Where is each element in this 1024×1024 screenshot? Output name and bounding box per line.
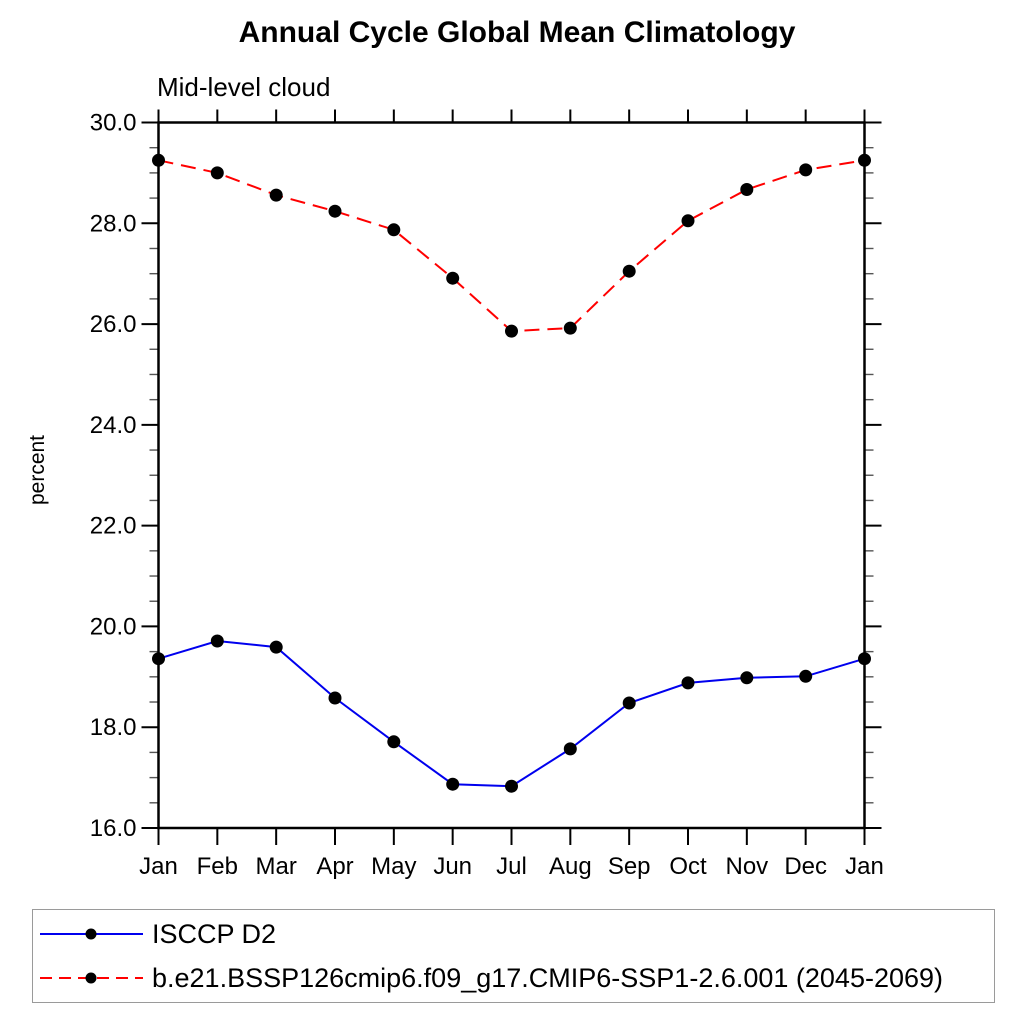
x-tick-label: Jul xyxy=(496,853,527,880)
data-point xyxy=(505,324,518,338)
legend-marker-icon xyxy=(85,928,97,940)
data-point xyxy=(799,669,813,683)
data-point xyxy=(152,652,165,666)
y-tick-label: 16.0 xyxy=(90,815,137,842)
data-point xyxy=(799,163,813,177)
plot-border xyxy=(157,121,866,830)
x-tick-label: Aug xyxy=(549,853,592,880)
y-tick-label: 26.0 xyxy=(90,311,137,338)
x-tick-label: Dec xyxy=(784,853,827,880)
legend-line-sample-dashed xyxy=(40,972,143,984)
data-point xyxy=(446,777,460,791)
y-tick-label: 24.0 xyxy=(90,412,137,439)
x-tick-label: Oct xyxy=(669,853,707,880)
x-tick-label: Sep xyxy=(608,853,651,880)
data-point xyxy=(858,153,871,167)
legend-marker-icon xyxy=(85,972,97,984)
y-tick-label: 20.0 xyxy=(90,613,137,640)
y-tick-label: 28.0 xyxy=(90,210,137,237)
x-tick-label: Nov xyxy=(725,853,768,880)
x-tick-label: Feb xyxy=(197,853,238,880)
data-point xyxy=(858,652,871,666)
x-tick-label: Apr xyxy=(316,853,353,880)
legend-label: ISCCP D2 xyxy=(152,918,277,949)
data-point xyxy=(269,640,283,654)
x-tick-label: Jan xyxy=(139,853,178,880)
data-point xyxy=(152,153,165,167)
data-point xyxy=(328,204,342,218)
legend-label: b.e21.BSSP126cmip6.f09_g17.CMIP6-SSP1-2.… xyxy=(152,962,944,993)
series-line-1 xyxy=(158,159,865,333)
data-point xyxy=(210,166,224,180)
y-axis-title: percent xyxy=(26,434,49,506)
data-point xyxy=(681,676,695,690)
data-point xyxy=(505,779,518,793)
data-point xyxy=(210,634,224,648)
data-point xyxy=(387,735,401,749)
data-point xyxy=(622,264,636,278)
series-line-0 xyxy=(158,639,865,788)
legend-item-isccp-d2: ISCCP D2 xyxy=(38,914,994,954)
data-point xyxy=(446,271,460,285)
data-point xyxy=(387,223,401,237)
legend-item-cmip6-ssp126: b.e21.BSSP126cmip6.f09_g17.CMIP6-SSP1-2.… xyxy=(38,958,994,998)
data-point xyxy=(328,691,342,705)
data-point xyxy=(563,321,577,335)
x-tick-label: Jun xyxy=(433,853,472,880)
data-point xyxy=(681,214,695,228)
y-tick-label: 22.0 xyxy=(90,513,137,540)
y-tick-label: 18.0 xyxy=(90,714,137,741)
legend: ISCCP D2 b.e21.BSSP126cmip6.f09_g17.CMIP… xyxy=(32,909,995,1003)
data-point xyxy=(622,696,636,710)
x-tick-label: May xyxy=(371,853,416,880)
y-tick-label: 30.0 xyxy=(90,110,137,137)
x-tick-label: Jan xyxy=(845,853,884,880)
data-point xyxy=(563,742,577,756)
x-tick-label: Mar xyxy=(255,853,296,880)
data-point xyxy=(740,183,754,196)
chart-subtitle: Mid-level cloud xyxy=(157,72,331,102)
legend-line-sample-solid xyxy=(40,928,143,940)
chart-title: Annual Cycle Global Mean Climatology xyxy=(238,16,796,49)
data-point xyxy=(269,188,283,202)
data-point xyxy=(740,671,754,685)
